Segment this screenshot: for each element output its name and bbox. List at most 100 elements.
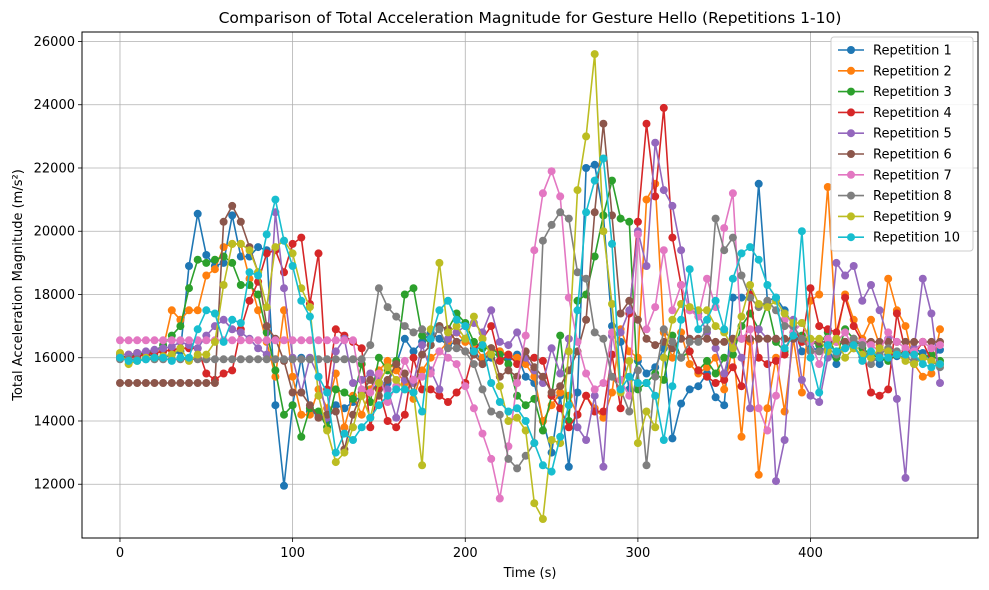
- data-point: [918, 372, 927, 381]
- data-point: [564, 214, 573, 223]
- data-point: [193, 209, 202, 218]
- data-point: [841, 337, 850, 346]
- data-point: [236, 355, 245, 364]
- data-point: [530, 363, 539, 372]
- data-point: [599, 462, 608, 471]
- data-point: [513, 464, 522, 473]
- data-point: [815, 290, 824, 299]
- data-point: [193, 344, 202, 353]
- data-point: [599, 413, 608, 422]
- data-point: [271, 401, 280, 410]
- data-point: [754, 470, 763, 479]
- data-point: [297, 296, 306, 305]
- series-repetition-4: [116, 103, 944, 432]
- data-point: [495, 398, 504, 406]
- data-point: [918, 360, 927, 369]
- data-point: [495, 382, 504, 391]
- data-point: [176, 322, 185, 331]
- data-point: [754, 353, 763, 362]
- data-point: [383, 417, 392, 425]
- data-point: [901, 337, 910, 346]
- data-point: [400, 334, 409, 343]
- data-point: [176, 344, 185, 353]
- data-point: [780, 309, 789, 318]
- data-point: [547, 167, 556, 176]
- x-tick-label: 400: [798, 546, 823, 561]
- data-point: [262, 303, 271, 312]
- data-point: [444, 344, 452, 353]
- legend-label: Repetition 4: [873, 106, 952, 121]
- data-point: [633, 379, 642, 387]
- data-point: [219, 315, 228, 324]
- data-point: [487, 454, 496, 463]
- data-point: [616, 328, 625, 337]
- data-point: [841, 271, 850, 280]
- data-point: [426, 334, 435, 343]
- legend-item: Repetition 4: [838, 106, 952, 121]
- data-point: [513, 413, 522, 422]
- data-point: [927, 309, 936, 318]
- data-point: [694, 325, 703, 334]
- data-point: [435, 391, 444, 400]
- data-point: [219, 217, 228, 226]
- data-point: [452, 315, 461, 324]
- plot-area-frame: [81, 31, 979, 539]
- data-point: [538, 461, 547, 470]
- data-point: [193, 255, 202, 264]
- legend-item: Repetition 10: [838, 231, 960, 246]
- data-point: [685, 385, 694, 394]
- data-point: [185, 353, 193, 362]
- legend-marker: [847, 66, 855, 75]
- data-point: [418, 372, 427, 381]
- y-tick-label: 14000: [34, 414, 75, 429]
- data-point: [409, 347, 418, 356]
- y-tick-label: 24000: [34, 98, 75, 113]
- data-point: [418, 366, 427, 375]
- data-point: [271, 366, 280, 375]
- data-point: [383, 375, 392, 384]
- data-point: [823, 183, 832, 191]
- data-point: [159, 353, 168, 362]
- data-point: [832, 334, 841, 343]
- data-point: [867, 315, 875, 324]
- data-point: [124, 356, 133, 365]
- data-point: [513, 404, 522, 413]
- data-point: [711, 393, 720, 402]
- data-point: [599, 119, 608, 128]
- data-point: [159, 336, 168, 345]
- data-point: [573, 186, 582, 195]
- data-point: [884, 328, 893, 337]
- data-point: [418, 331, 427, 340]
- data-point: [823, 334, 832, 343]
- data-point: [133, 379, 142, 387]
- legend-item: Repetition 2: [838, 64, 952, 79]
- data-point: [841, 293, 850, 302]
- data-point: [858, 356, 867, 365]
- data-point: [858, 296, 867, 305]
- data-point: [642, 195, 651, 204]
- data-point: [331, 355, 340, 364]
- data-point: [288, 336, 297, 345]
- data-point: [685, 265, 694, 274]
- data-point: [254, 336, 263, 345]
- data-point: [280, 481, 288, 490]
- data-point: [357, 344, 366, 353]
- data-point: [547, 467, 556, 476]
- data-point: [772, 334, 780, 343]
- data-point: [331, 458, 340, 467]
- data-point: [858, 341, 867, 350]
- data-point: [159, 344, 168, 353]
- data-point: [314, 249, 323, 258]
- data-point: [703, 372, 711, 381]
- data-point: [590, 328, 599, 337]
- legend-label: Repetition 8: [873, 189, 952, 204]
- data-point: [547, 436, 556, 444]
- data-point: [892, 394, 901, 403]
- data-point: [219, 337, 228, 346]
- data-point: [236, 217, 245, 226]
- data-point: [633, 315, 642, 324]
- data-point: [513, 360, 522, 369]
- data-point: [590, 391, 599, 400]
- x-tick-label: 200: [453, 546, 478, 561]
